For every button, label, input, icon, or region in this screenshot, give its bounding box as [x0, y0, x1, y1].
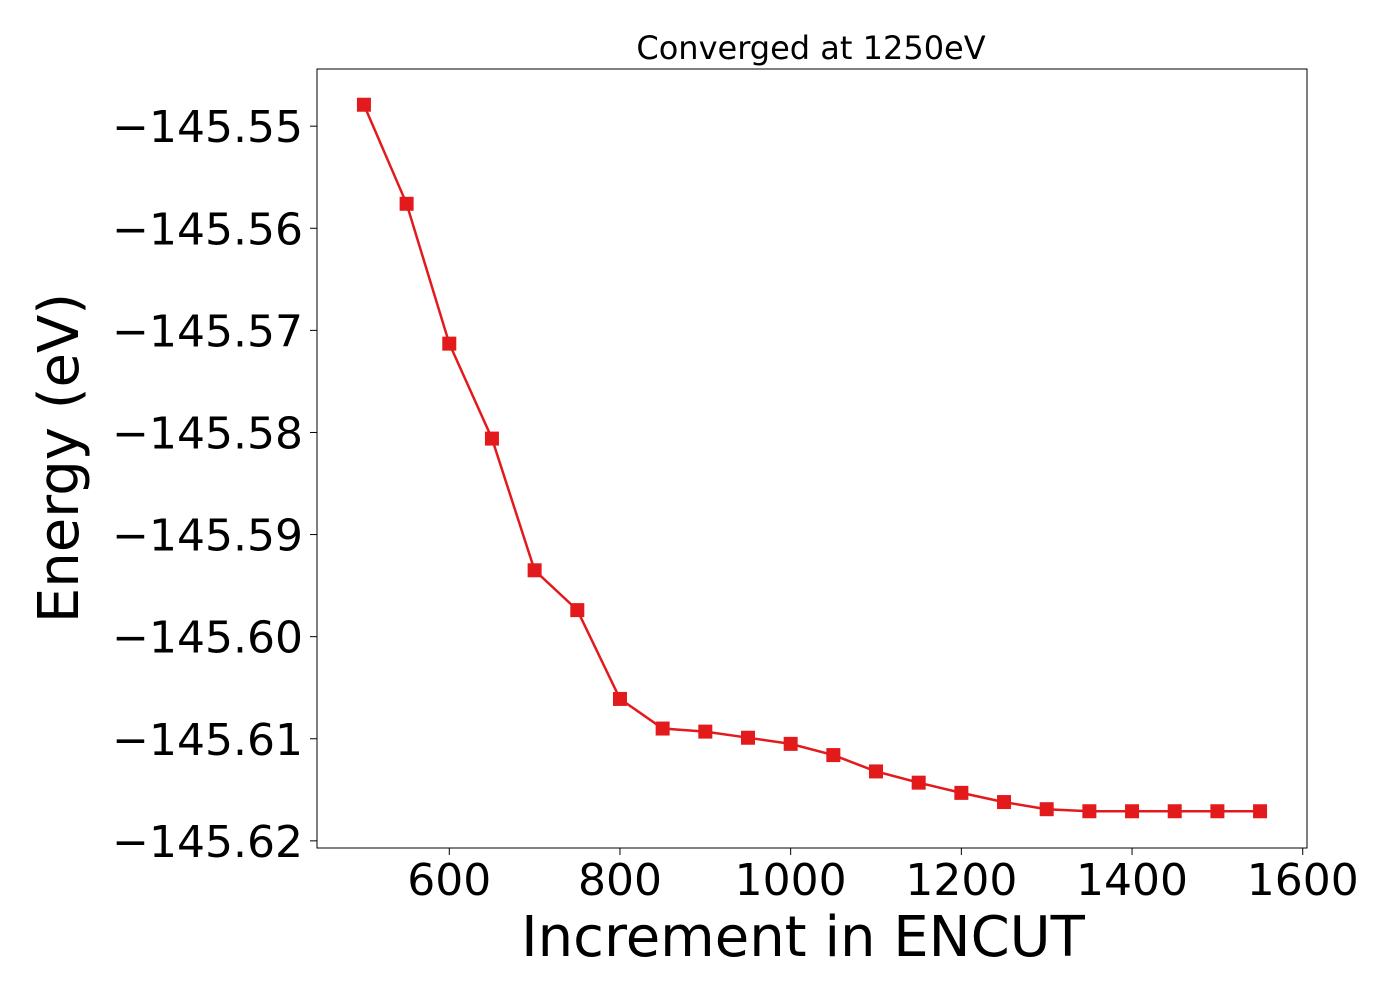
data-point-marker — [527, 563, 542, 578]
data-point-marker — [570, 603, 585, 618]
data-point-marker — [612, 691, 627, 706]
x-axis-ticks: 600 800 1000 1200 1400 1600 — [407, 848, 1359, 906]
data-point-marker — [911, 775, 926, 790]
y-axis-ticks: −145.55 −145.56 −145.57 −145.58 −145.59 −145.… — [112, 102, 317, 868]
data-point-marker — [484, 431, 499, 446]
data-point-marker — [1039, 802, 1054, 817]
data-point-marker — [954, 785, 969, 800]
x-axis-label: Increment in ENCUT — [521, 905, 1086, 970]
data-point-marker — [783, 736, 798, 751]
y-tick-label: −145.59 — [112, 511, 303, 562]
data-point-marker — [1210, 804, 1225, 819]
data-point-marker — [869, 764, 884, 779]
y-tick-label: −145.61 — [112, 715, 303, 766]
y-tick-label: −145.56 — [112, 204, 303, 255]
data-point-marker — [1082, 804, 1097, 819]
data-point-marker — [442, 336, 457, 351]
series-layer — [356, 97, 1268, 819]
data-point-marker — [399, 196, 414, 211]
chart-title: Converged at 1250eV — [636, 29, 985, 67]
data-point-marker — [826, 748, 841, 763]
x-tick-label: 1000 — [735, 855, 847, 906]
x-tick-label: 1200 — [905, 855, 1017, 906]
series-line — [362, 104, 1261, 813]
x-tick-label: 1600 — [1247, 855, 1359, 906]
x-tick-label: 1400 — [1076, 855, 1188, 906]
y-tick-label: −145.62 — [112, 817, 303, 868]
y-tick-label: −145.55 — [112, 102, 303, 153]
y-tick-label: −145.57 — [112, 306, 303, 357]
data-point-marker — [655, 721, 670, 736]
data-point-marker — [698, 724, 713, 739]
data-point-marker — [356, 97, 371, 112]
data-point-marker — [1167, 804, 1182, 819]
data-point-marker — [1253, 804, 1268, 819]
data-point-marker — [740, 730, 755, 745]
data-point-marker — [997, 795, 1012, 810]
y-tick-label: −145.58 — [112, 408, 303, 459]
x-tick-label: 800 — [578, 855, 662, 906]
plot-frame — [316, 68, 1308, 849]
y-axis-label: Energy (eV) — [27, 293, 92, 623]
data-point-marker — [1125, 804, 1140, 819]
x-tick-label: 600 — [407, 855, 491, 906]
y-tick-label: −145.60 — [112, 613, 303, 664]
